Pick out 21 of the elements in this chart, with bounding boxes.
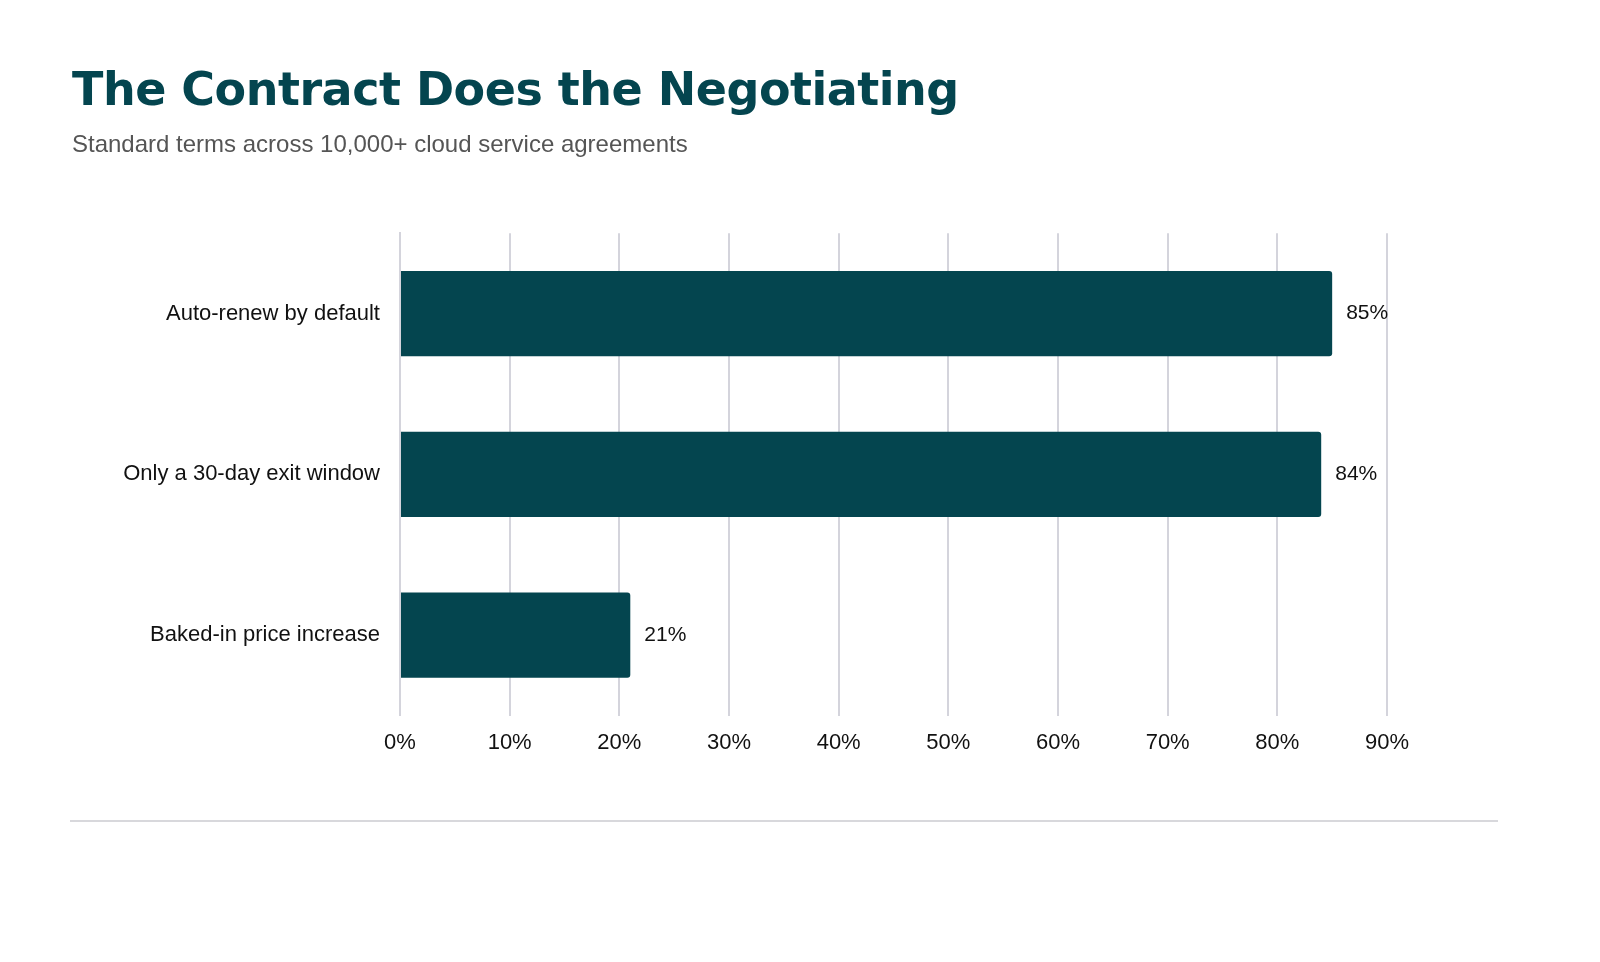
chart-title: The Contract Does the Negotiating xyxy=(72,62,959,116)
data-label: 21% xyxy=(644,622,687,645)
x-tick-label: 70% xyxy=(1145,728,1190,754)
y-tick-label: Auto-renew by default xyxy=(165,299,380,325)
y-tick-label: Baked-in price increase xyxy=(150,621,380,647)
bar xyxy=(401,592,631,678)
y-tick-label: Only a 30-day exit window xyxy=(123,460,381,486)
x-tick-label: 80% xyxy=(1255,728,1300,754)
x-tick-label: 40% xyxy=(816,728,861,754)
x-tick-label: 90% xyxy=(1364,728,1410,754)
bar xyxy=(401,431,1322,518)
x-tick-label: 60% xyxy=(1035,728,1081,754)
data-label: 85% xyxy=(1346,300,1389,324)
data-label: 84% xyxy=(1335,461,1378,485)
chart-subtitle: Standard terms across 10,000+ cloud service agreements xyxy=(72,130,688,158)
x-tick-label: 30% xyxy=(706,728,752,754)
x-tick-label: 0% xyxy=(384,728,416,754)
x-tick-label: 10% xyxy=(487,728,532,754)
x-tick-label: 50% xyxy=(926,728,971,754)
bar xyxy=(401,270,1333,357)
x-tick-label: 20% xyxy=(597,728,642,754)
